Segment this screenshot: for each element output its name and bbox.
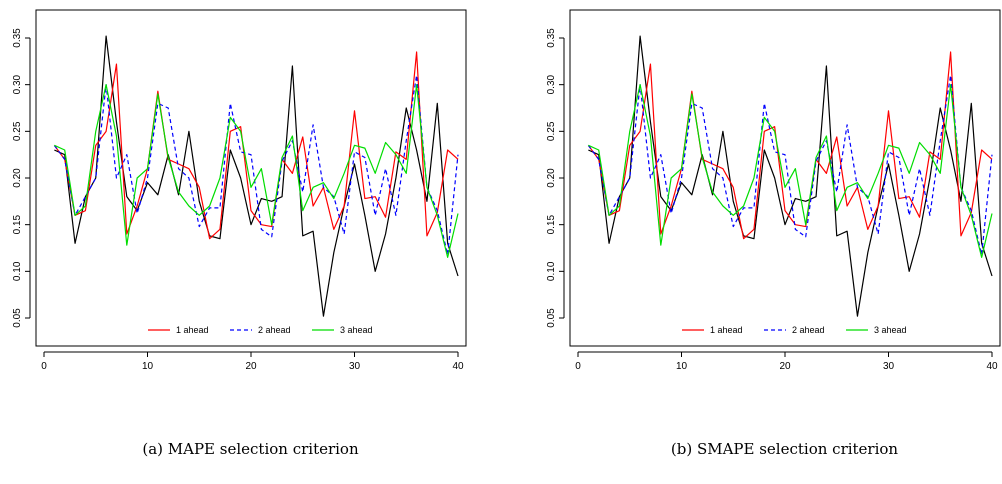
series-line-3-ahead (588, 84, 993, 258)
y-tick-label: 0.20 (546, 168, 557, 188)
series-line-1-ahead (53, 51, 459, 240)
y-tick-label: 0.35 (546, 28, 557, 48)
plot-frame (569, 9, 1001, 347)
x-tick-label: 20 (779, 361, 791, 372)
y-tick-label: 0.25 (546, 121, 557, 141)
series-line-3-ahead (54, 84, 459, 258)
plot-frame (35, 9, 467, 347)
x-tick-label: 30 (883, 361, 895, 372)
legend-label-1-ahead: 1 ahead (176, 325, 209, 335)
legend-label-2-ahead: 2 ahead (258, 325, 291, 335)
series-line-unnamed (588, 35, 993, 317)
chart-a: 0 10 20 30 40 0.05 0.10 0.15 0.20 0.25 0.30 0.35 1 a… (12, 9, 467, 372)
y-tick-label: 0.10 (12, 261, 23, 281)
legend-label-2-ahead: 2 ahead (792, 325, 825, 335)
y-tick-label: 0.10 (546, 261, 557, 281)
series-line-1-ahead (587, 51, 993, 240)
y-tick-label: 0.20 (12, 168, 23, 188)
legend-label-3-ahead: 3 ahead (340, 325, 373, 335)
y-tick-label: 0.15 (546, 214, 557, 234)
panel-a: 0 10 20 30 40 0.05 0.10 0.15 0.20 0.25 0.30 0.35 1 a… (12, 9, 467, 458)
series-line-2-ahead (53, 74, 459, 256)
y-tick-label: 0.05 (12, 308, 23, 328)
y-tick-label: 0.15 (12, 214, 23, 234)
x-tick-label: 40 (452, 361, 464, 372)
panel-b: 0 10 20 30 40 0.05 0.10 0.15 0.20 0.25 0.30 0.35 1 a… (534, 0, 1002, 484)
x-tick-label: 10 (676, 361, 688, 372)
caption-a: (a) MAPE selection criterion (142, 440, 359, 458)
y-tick-label: 0.05 (546, 308, 557, 328)
chart-b: 0 10 20 30 40 0.05 0.10 0.15 0.20 0.25 0.30 0.35 1 a… (546, 9, 1001, 372)
series-line-unnamed (54, 35, 459, 317)
x-tick-label: 0 (41, 361, 47, 372)
x-tick-label: 0 (575, 361, 581, 372)
x-tick-label: 20 (245, 361, 257, 372)
caption-b: (b) SMAPE selection criterion (670, 440, 899, 458)
x-tick-label: 30 (349, 361, 361, 372)
legend-label-3-ahead: 3 ahead (874, 325, 907, 335)
y-tick-label: 0.25 (12, 121, 23, 141)
legend-label-1-ahead: 1 ahead (710, 325, 743, 335)
y-tick-label: 0.30 (546, 74, 557, 94)
y-tick-label: 0.30 (12, 74, 23, 94)
y-tick-label: 0.35 (12, 28, 23, 48)
x-tick-label: 10 (142, 361, 154, 372)
series-line-2-ahead (587, 74, 993, 256)
x-tick-label: 40 (986, 361, 998, 372)
